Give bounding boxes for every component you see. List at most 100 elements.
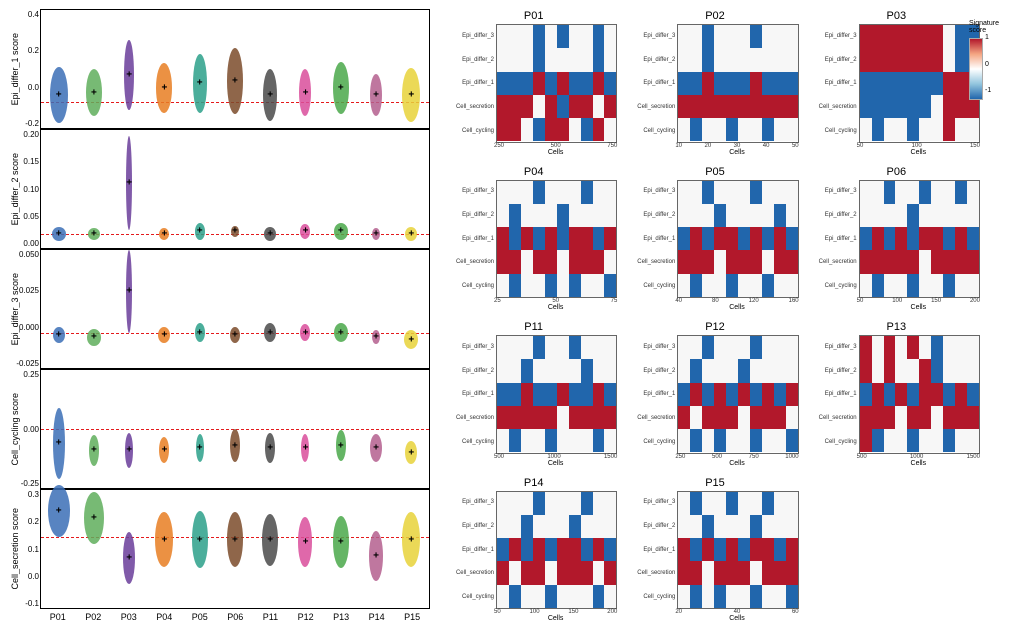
violin: + [363,370,389,488]
median-marker: + [338,226,344,237]
violin: + [398,130,424,248]
violin: + [116,370,142,488]
heatmap-xlabel: Cells [494,149,617,156]
heatmap-xlabel: Cells [494,460,617,467]
violin: + [116,250,142,368]
median-marker: + [232,534,238,545]
heatmap-title: P11 [450,321,617,333]
violin: + [81,250,107,368]
heatmap-cell: P05Epi_differ_3Epi_differ_2Epi_differ_1C… [631,166,798,312]
heatmap-canvas [496,491,617,610]
violin: + [398,370,424,488]
median-marker: + [197,327,203,338]
heatmap-cell: P15Epi_differ_3Epi_differ_2Epi_differ_1C… [631,477,798,623]
median-marker: + [303,226,309,237]
heatmap-cell: P01Epi_differ_3Epi_differ_2Epi_differ_1C… [450,10,617,156]
median-marker: + [232,440,238,451]
median-marker: + [162,445,168,456]
median-marker: + [162,228,168,239]
median-marker: + [197,226,203,237]
median-marker: + [197,534,203,545]
median-marker: + [91,513,97,524]
violin: + [328,370,354,488]
heatmap-xlabel: Cells [675,304,798,311]
heatmap-cell: P06Epi_differ_3Epi_differ_2Epi_differ_1C… [813,166,980,312]
median-marker: + [91,228,97,239]
violin: + [222,130,248,248]
heatmap-cell: P14Epi_differ_3Epi_differ_2Epi_differ_1C… [450,477,617,623]
violin: + [187,490,213,608]
legend-title: Signature score [969,20,1009,34]
median-marker: + [162,534,168,545]
heatmap-title: P12 [631,321,798,333]
heatmap-title: P06 [813,166,980,178]
violin: + [257,250,283,368]
heatmap-xlabel: Cells [857,304,980,311]
median-marker: + [408,228,414,239]
violin-panel-column: Epi_differ_1 score0.40.20.0-0.2+++++++++… [10,10,430,622]
median-marker: + [267,442,273,453]
violin: + [81,490,107,608]
heatmap-xlabel: Cells [675,149,798,156]
violin-row: Cell_secretion score0.30.20.10.0-0.1++++… [10,490,430,608]
violin: + [363,490,389,608]
median-marker: + [56,506,62,517]
median-marker: + [408,334,414,345]
median-marker: + [373,228,379,239]
heatmap-xlabel: Cells [857,149,980,156]
heatmap-xlabel: Cells [675,460,798,467]
median-marker: + [232,226,238,237]
violin: + [257,10,283,128]
violin: + [363,10,389,128]
heatmap-canvas [496,335,617,454]
heatmap-title: P04 [450,166,617,178]
heatmap-title: P15 [631,477,798,489]
median-marker: + [338,327,344,338]
violin: + [257,490,283,608]
heatmap-title: P05 [631,166,798,178]
violin: + [222,370,248,488]
violin-row: Epi_differ_2 score0.200.150.100.050.00++… [10,130,430,248]
median-marker: + [126,286,132,297]
median-marker: + [373,89,379,100]
heatmap-title: P02 [631,10,798,22]
violin: + [187,130,213,248]
median-marker: + [408,534,414,545]
heatmap-cell: P11Epi_differ_3Epi_differ_2Epi_differ_1C… [450,321,617,467]
violin: + [222,250,248,368]
heatmap-canvas [677,24,798,143]
violin: + [222,10,248,128]
median-marker: + [267,534,273,545]
median-marker: + [338,440,344,451]
heatmap-canvas [677,335,798,454]
heatmap-cell: P04Epi_differ_3Epi_differ_2Epi_differ_1C… [450,166,617,312]
heatmap-canvas [859,335,980,454]
violin: + [328,10,354,128]
median-marker: + [56,89,62,100]
median-marker: + [303,442,309,453]
violin-plot: 0.0500.0250.000-0.025+++++++++++ [40,249,430,369]
median-marker: + [373,332,379,343]
median-marker: + [126,445,132,456]
median-marker: + [303,87,309,98]
violin: + [46,490,72,608]
violin: + [292,250,318,368]
median-marker: + [303,536,309,547]
violin: + [187,10,213,128]
violin: + [187,250,213,368]
median-marker: + [126,178,132,189]
violin: + [81,370,107,488]
median-marker: + [267,89,273,100]
median-marker: + [197,442,203,453]
median-marker: + [267,327,273,338]
median-marker: + [56,329,62,340]
heatmap-cell: P13Epi_differ_3Epi_differ_2Epi_differ_1C… [813,321,980,467]
median-marker: + [303,327,309,338]
violin-row: Epi_differ_1 score0.40.20.0-0.2+++++++++… [10,10,430,128]
violin: + [257,370,283,488]
violin: + [151,370,177,488]
median-marker: + [91,332,97,343]
violin: + [46,370,72,488]
violin: + [116,490,142,608]
violin-plot: 0.30.20.10.0-0.1+++++++++++ [40,489,430,609]
